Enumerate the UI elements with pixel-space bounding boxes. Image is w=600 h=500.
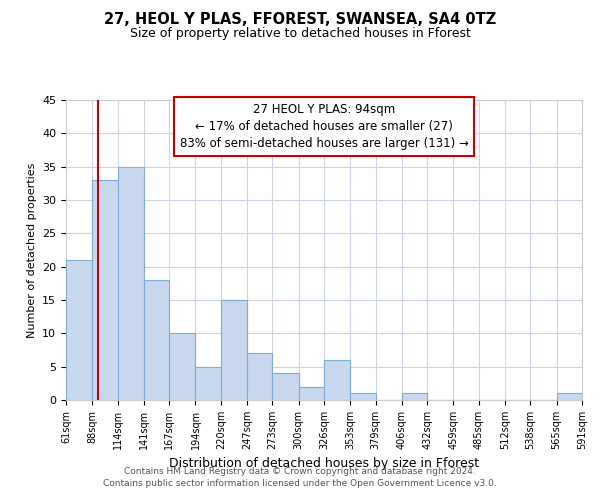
Bar bbox=[299, 386, 324, 400]
Bar bbox=[221, 300, 247, 400]
Bar bbox=[169, 334, 196, 400]
Text: Contains HM Land Registry data © Crown copyright and database right 2024.
Contai: Contains HM Land Registry data © Crown c… bbox=[103, 466, 497, 487]
Bar bbox=[144, 280, 169, 400]
Bar bbox=[92, 180, 118, 400]
Bar bbox=[402, 394, 427, 400]
Bar bbox=[196, 366, 221, 400]
Bar bbox=[247, 354, 272, 400]
Bar bbox=[66, 260, 92, 400]
Text: 27 HEOL Y PLAS: 94sqm
← 17% of detached houses are smaller (27)
83% of semi-deta: 27 HEOL Y PLAS: 94sqm ← 17% of detached … bbox=[179, 103, 469, 150]
Text: 27, HEOL Y PLAS, FFOREST, SWANSEA, SA4 0TZ: 27, HEOL Y PLAS, FFOREST, SWANSEA, SA4 0… bbox=[104, 12, 496, 28]
Y-axis label: Number of detached properties: Number of detached properties bbox=[26, 162, 37, 338]
Bar bbox=[350, 394, 376, 400]
Bar bbox=[324, 360, 350, 400]
Text: Size of property relative to detached houses in Fforest: Size of property relative to detached ho… bbox=[130, 28, 470, 40]
Bar bbox=[118, 166, 144, 400]
Bar bbox=[557, 394, 582, 400]
X-axis label: Distribution of detached houses by size in Fforest: Distribution of detached houses by size … bbox=[169, 458, 479, 470]
Bar bbox=[272, 374, 299, 400]
